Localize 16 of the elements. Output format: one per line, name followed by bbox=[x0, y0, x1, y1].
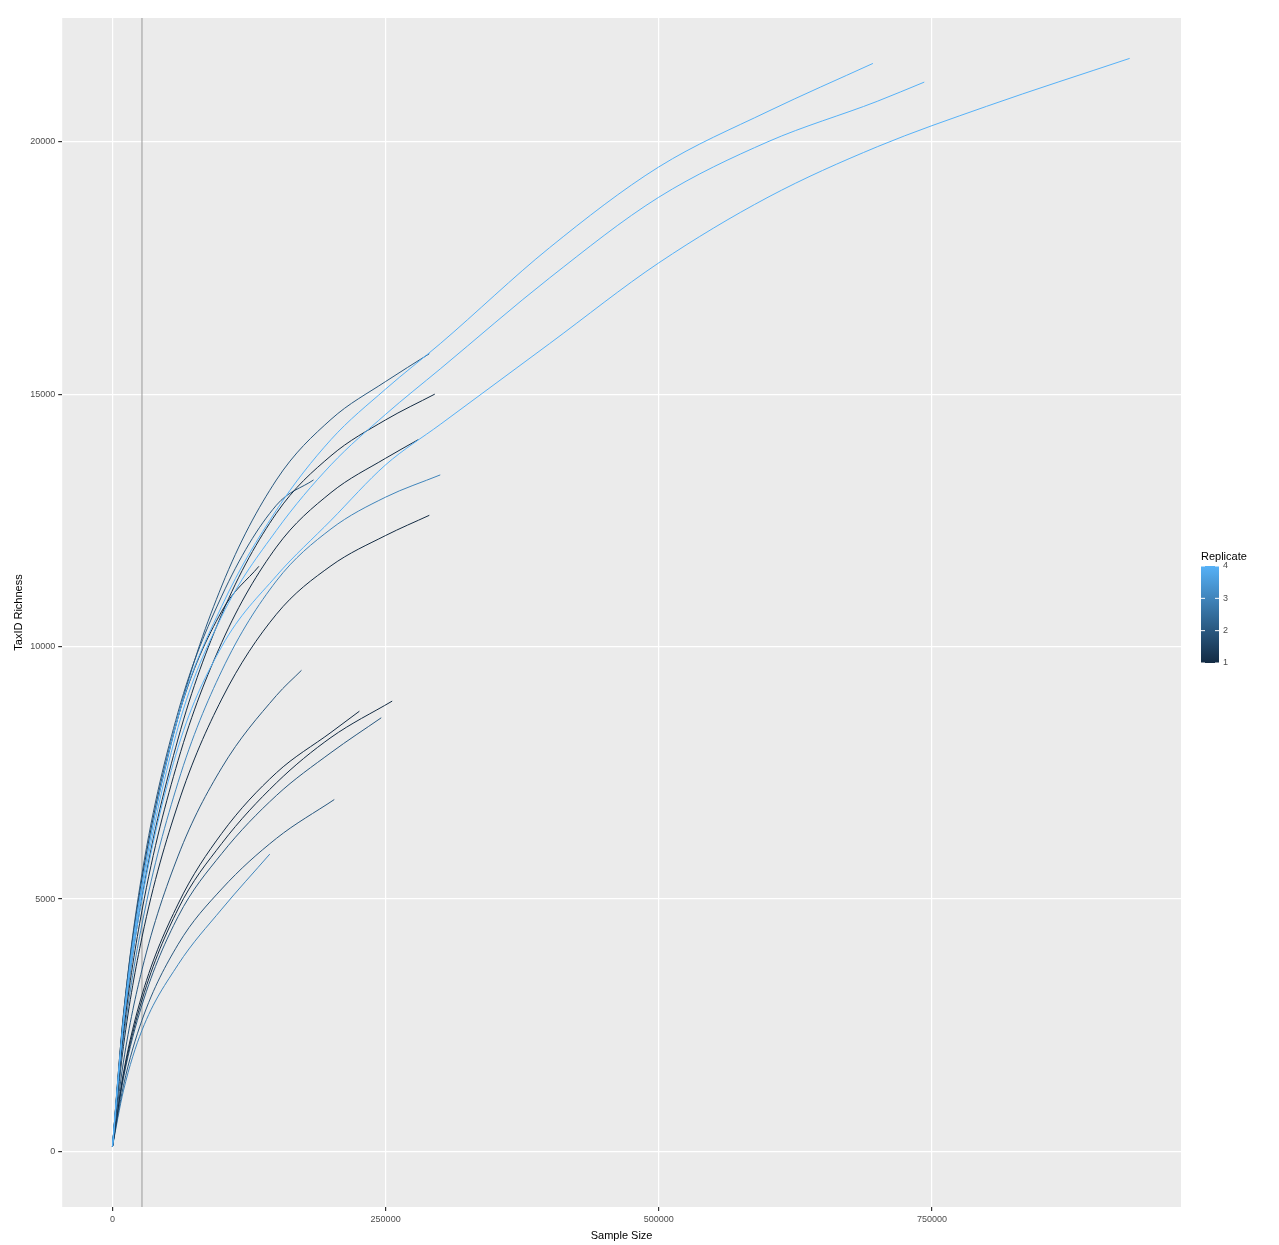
x-tick-label: 250000 bbox=[370, 1213, 401, 1224]
color-bar-title: Replicate bbox=[1201, 550, 1247, 562]
x-axis-title: Sample Size bbox=[590, 1229, 653, 1242]
x-tick-label: 500000 bbox=[643, 1213, 674, 1224]
y-axis-title: TaxID Richness bbox=[11, 573, 24, 651]
color-bar-label: 1 bbox=[1223, 657, 1229, 668]
y-tick-label: 10000 bbox=[30, 641, 56, 652]
y-tick-label: 5000 bbox=[35, 893, 56, 904]
y-tick-label: 15000 bbox=[30, 388, 56, 399]
color-bar-label: 4 bbox=[1223, 560, 1229, 571]
y-tick-label: 0 bbox=[50, 1145, 56, 1156]
color-bar-label: 2 bbox=[1223, 625, 1229, 636]
x-tick-label: 750000 bbox=[916, 1213, 947, 1224]
y-tick-label: 20000 bbox=[30, 136, 56, 147]
color-bar-label: 3 bbox=[1223, 592, 1229, 603]
x-tick-label: 0 bbox=[109, 1213, 115, 1224]
